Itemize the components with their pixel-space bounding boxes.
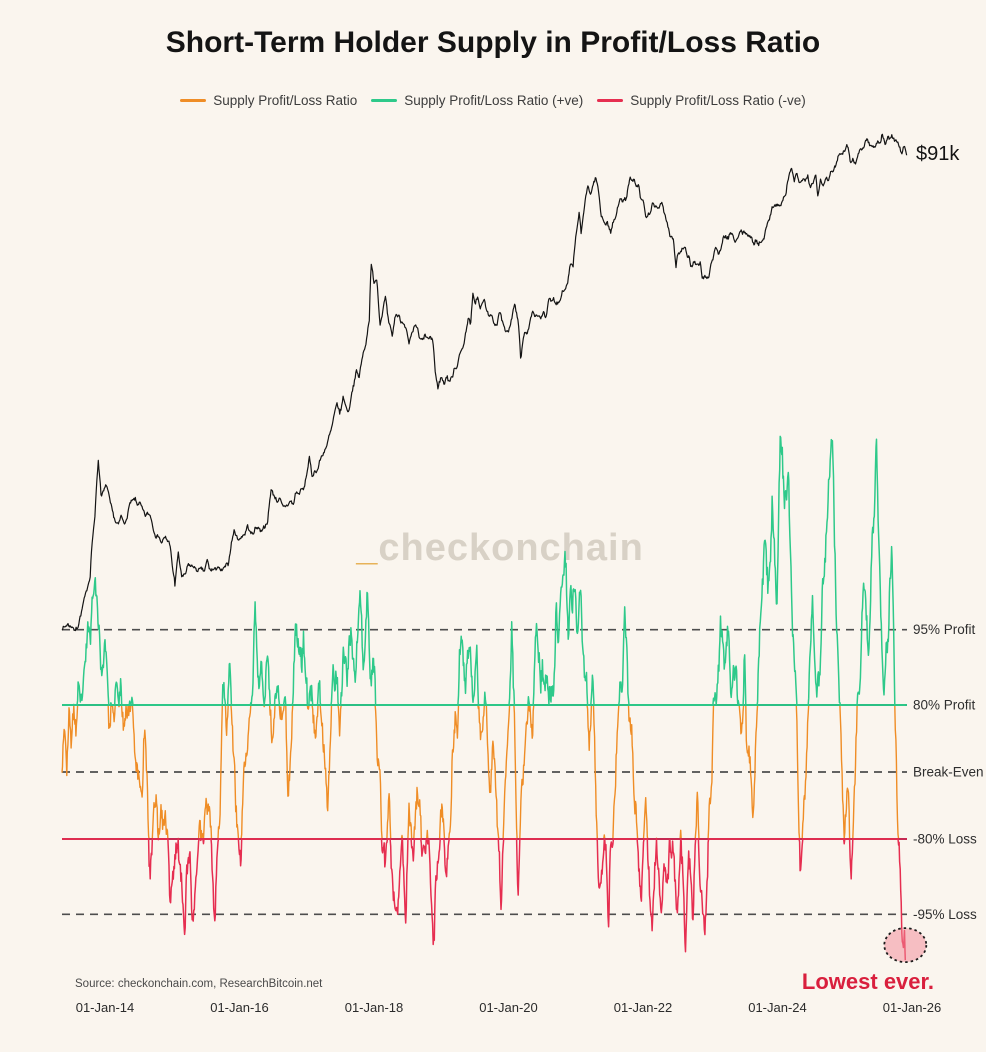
x-tick-label: 01-Jan-20 <box>479 1000 538 1015</box>
legend-item-positive[interactable]: Supply Profit/Loss Ratio (+ve) <box>371 93 583 108</box>
legend-swatch-positive <box>371 99 398 102</box>
legend-swatch-ratio <box>180 99 207 102</box>
oscillator-negative-line <box>61 838 907 961</box>
legend: Supply Profit/Loss Ratio Supply Profit/L… <box>0 93 986 108</box>
reference-lines-dashed: 95% Profit 80% Profit Break-Even -80% Loss -… <box>62 622 984 922</box>
source-note: Source: checkonchain.com, ResearchBitcoi… <box>75 978 323 990</box>
level-label: Break-Even <box>913 765 984 780</box>
level-label: -80% Loss <box>913 832 977 847</box>
x-tick-label: 01-Jan-24 <box>748 1000 807 1015</box>
x-tick-label: 01-Jan-14 <box>76 1000 135 1015</box>
level-label: 80% Profit <box>913 697 976 712</box>
lowest-ever-label: Lowest ever. <box>802 969 934 994</box>
price-series <box>61 133 908 632</box>
level-label: 95% Profit <box>913 622 976 637</box>
x-tick-label: 01-Jan-16 <box>210 1000 269 1015</box>
page-title: Short-Term Holder Supply in Profit/Loss … <box>165 26 821 59</box>
legend-label: Supply Profit/Loss Ratio <box>213 93 358 108</box>
level-label: -95% Loss <box>913 907 977 922</box>
lowest-point-marker-group <box>883 927 928 963</box>
oscillator-series <box>61 435 907 961</box>
oscillator-positive-line <box>61 435 906 706</box>
legend-swatch-negative <box>597 99 624 102</box>
legend-item-negative[interactable]: Supply Profit/Loss Ratio (-ve) <box>597 93 806 108</box>
price-end-label: $91k <box>916 143 960 165</box>
price-line <box>61 133 908 632</box>
legend-item-ratio[interactable]: Supply Profit/Loss Ratio <box>180 93 357 108</box>
legend-label: Supply Profit/Loss Ratio (+ve) <box>404 93 584 108</box>
watermark: _checkonchain <box>355 527 644 569</box>
legend-label: Supply Profit/Loss Ratio (-ve) <box>630 93 806 108</box>
x-tick-label: 01-Jan-26 <box>883 1000 942 1015</box>
lowest-point-marker <box>883 927 928 963</box>
x-tick-label: 01-Jan-22 <box>614 1000 673 1015</box>
x-axis: 01-Jan-14 01-Jan-16 01-Jan-18 01-Jan-20 01-J… <box>76 1000 942 1015</box>
x-tick-label: 01-Jan-18 <box>345 1000 404 1015</box>
